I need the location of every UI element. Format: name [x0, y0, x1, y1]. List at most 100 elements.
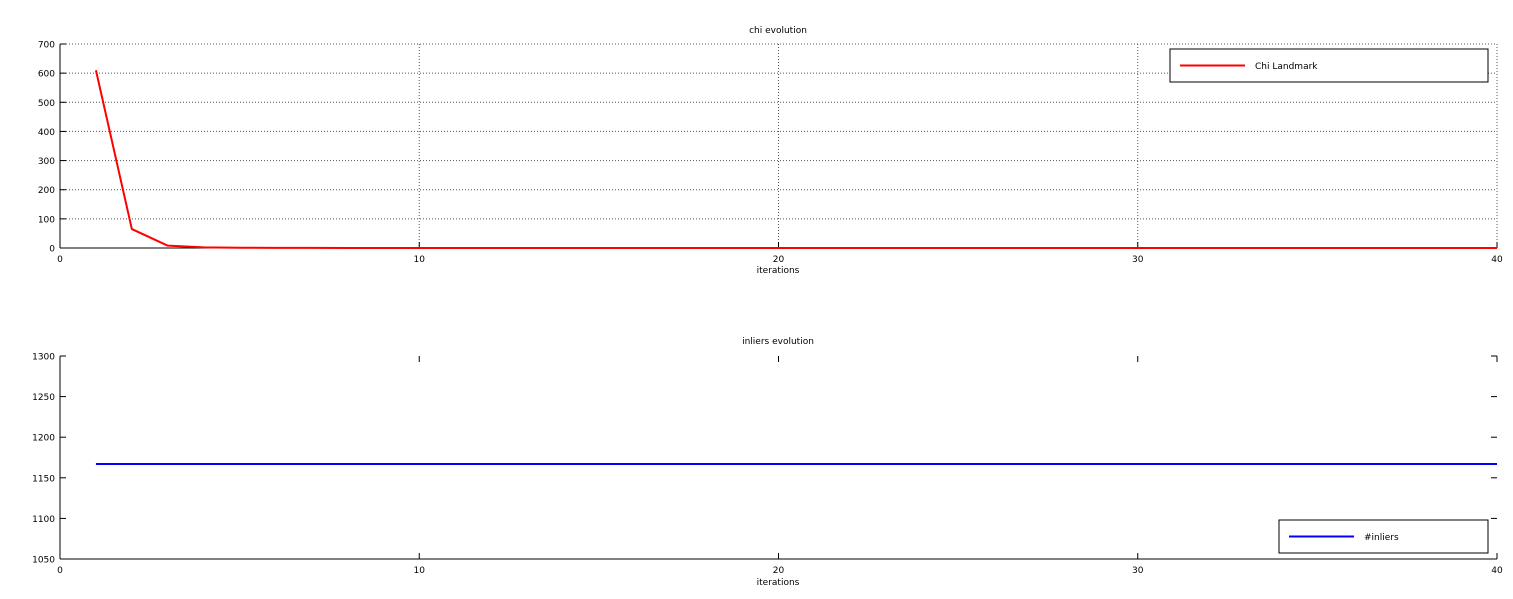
data-point: [598, 247, 599, 248]
data-point: [742, 463, 743, 464]
data-point: [1496, 247, 1497, 248]
data-point: [814, 463, 815, 464]
data-point: [491, 247, 492, 248]
data-point: [886, 463, 887, 464]
data-point: [993, 463, 994, 464]
y-tick-label: 1300: [32, 353, 55, 363]
data-point: [95, 463, 96, 464]
data-point: [275, 247, 276, 248]
data-point: [526, 247, 527, 248]
data-point: [1065, 463, 1066, 464]
data-point: [1496, 463, 1497, 464]
data-point: [1389, 463, 1390, 464]
data-point: [419, 463, 420, 464]
data-point: [275, 463, 276, 464]
data-point: [131, 228, 132, 229]
data-point: [1281, 247, 1282, 248]
data-point: [203, 247, 204, 248]
inliers-evolution-plot: inliers evolution iterations 0 10 20 30 40 10…: [32, 337, 1503, 588]
y-tick-label: 0: [49, 245, 55, 255]
legend-label: #inliers: [1364, 533, 1399, 543]
data-point: [1209, 463, 1210, 464]
data-point: [706, 247, 707, 248]
data-point: [1460, 247, 1461, 248]
data-point: [1245, 247, 1246, 248]
data-point: [562, 247, 563, 248]
y-tick-label: 400: [38, 128, 55, 138]
data-point: [922, 247, 923, 248]
data-point: [347, 247, 348, 248]
data-point: [1245, 463, 1246, 464]
data-point: [922, 463, 923, 464]
y-tick-label: 1200: [32, 434, 55, 444]
data-point: [131, 463, 132, 464]
y-tick-label: 500: [38, 99, 55, 109]
x-tick-label: 40: [1491, 566, 1503, 576]
data-point: [1173, 247, 1174, 248]
chi-plot-title: chi evolution: [749, 26, 807, 36]
data-point: [706, 463, 707, 464]
data-point: [634, 247, 635, 248]
x-tick-label: 0: [57, 566, 63, 576]
data-point: [1101, 463, 1102, 464]
data-point: [562, 463, 563, 464]
data-point: [1460, 463, 1461, 464]
x-tick-label: 30: [1132, 255, 1144, 265]
data-point: [383, 463, 384, 464]
y-tick-label: 600: [38, 70, 55, 80]
data-point: [670, 463, 671, 464]
x-tick-label: 10: [414, 255, 426, 265]
data-point: [1389, 247, 1390, 248]
data-point: [1137, 463, 1138, 464]
data-point: [1353, 247, 1354, 248]
data-point: [670, 247, 671, 248]
legend-label: Chi Landmark: [1255, 62, 1318, 72]
data-point: [455, 463, 456, 464]
data-point: [1281, 463, 1282, 464]
data-point: [311, 463, 312, 464]
data-point: [347, 463, 348, 464]
x-tick-label: 40: [1491, 255, 1503, 265]
data-point: [598, 463, 599, 464]
chi-evolution-plot: chi evolution iterations 0 10 20 30 40010020…: [38, 26, 1503, 276]
chi-plot-xlabel: iterations: [757, 266, 800, 276]
y-tick-label: 300: [38, 157, 55, 167]
data-point: [1065, 247, 1066, 248]
data-point: [419, 247, 420, 248]
data-point: [1353, 463, 1354, 464]
data-point: [958, 463, 959, 464]
y-tick-label: 1100: [32, 515, 55, 525]
inliers-plot-title: inliers evolution: [742, 337, 814, 347]
data-point: [958, 247, 959, 248]
data-point: [778, 247, 779, 248]
data-point: [311, 247, 312, 248]
data-point: [1029, 463, 1030, 464]
data-point: [1101, 247, 1102, 248]
data-point: [1029, 247, 1030, 248]
y-tick-label: 700: [38, 41, 55, 51]
data-point: [886, 247, 887, 248]
series-line-chi-landmark: [94, 70, 1497, 249]
y-tick-label: 100: [38, 215, 55, 225]
data-point: [1425, 463, 1426, 464]
y-tick-label: 1050: [32, 556, 55, 566]
data-point: [1317, 247, 1318, 248]
x-tick-label: 20: [773, 255, 785, 265]
data-point: [383, 247, 384, 248]
data-point: [1173, 463, 1174, 464]
data-point: [455, 247, 456, 248]
x-tick-label: 20: [773, 566, 785, 576]
data-point: [1425, 247, 1426, 248]
x-tick-label: 30: [1132, 566, 1144, 576]
y-tick-label: 1250: [32, 393, 55, 403]
data-point: [850, 247, 851, 248]
data-point: [742, 247, 743, 248]
data-point: [95, 70, 96, 71]
data-point: [634, 463, 635, 464]
data-point: [167, 245, 168, 246]
data-point: [1317, 463, 1318, 464]
data-point: [167, 463, 168, 464]
data-point: [850, 463, 851, 464]
data-point: [814, 247, 815, 248]
data-point: [1209, 247, 1210, 248]
